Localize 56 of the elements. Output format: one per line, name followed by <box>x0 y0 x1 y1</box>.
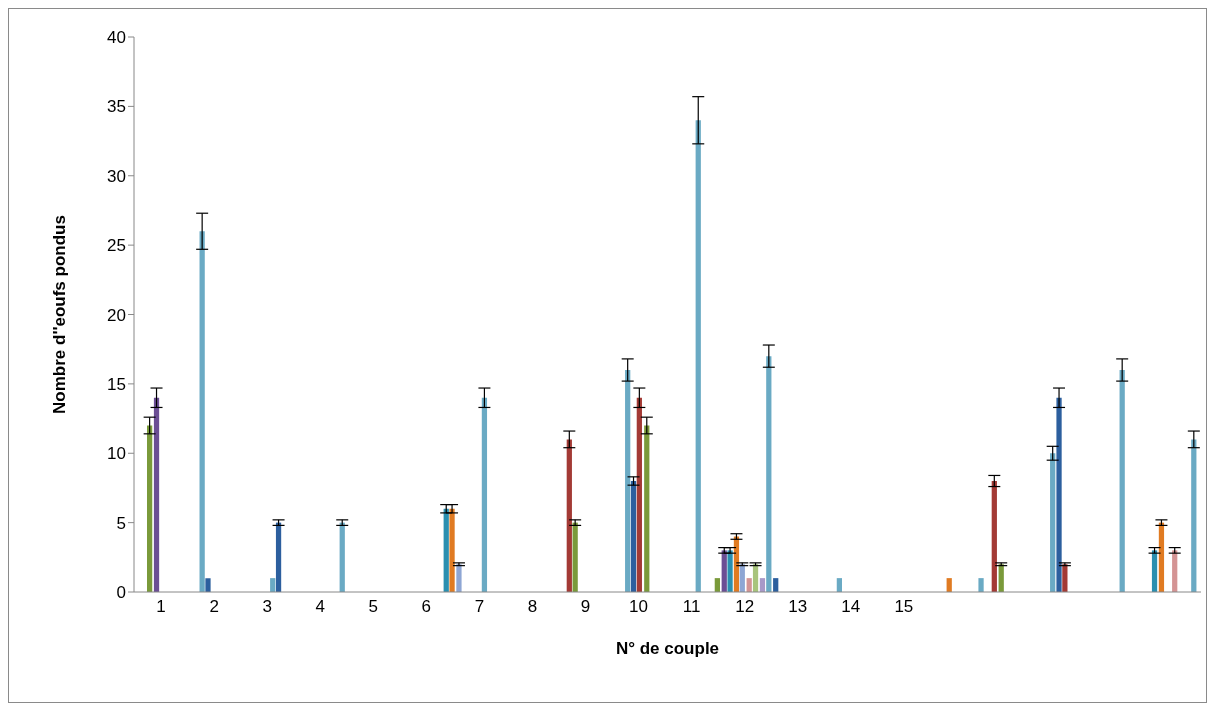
bar <box>456 564 462 592</box>
bar <box>1158 522 1165 592</box>
y-tick-label: 30 <box>107 166 126 186</box>
bar <box>147 425 153 592</box>
x-tick-label: 7 <box>474 597 485 617</box>
bar <box>766 356 772 592</box>
x-tick-label: 4 <box>315 597 325 617</box>
x-tick-label: 10 <box>629 597 649 617</box>
bar <box>1119 370 1125 592</box>
y-tick-label: 40 <box>107 28 126 48</box>
x-tick-label: 13 <box>788 597 808 617</box>
bar <box>625 370 631 592</box>
bar <box>205 578 211 592</box>
bar <box>339 522 345 592</box>
bar <box>721 550 727 592</box>
bar <box>1050 453 1056 592</box>
x-tick-label: 5 <box>368 597 379 617</box>
bar <box>1062 564 1068 592</box>
bar <box>1151 550 1158 592</box>
bar <box>1056 397 1062 592</box>
bar <box>153 397 160 592</box>
bar <box>275 522 282 592</box>
bar <box>199 231 205 592</box>
x-tick-label: 6 <box>421 597 432 617</box>
x-axis-title: N° de couple <box>615 639 720 658</box>
bar <box>644 425 650 592</box>
x-tick-label: 12 <box>735 597 755 617</box>
bar <box>449 508 455 592</box>
y-tick-label: 10 <box>107 444 126 464</box>
y-axis-title: Nombre d''eoufs pondus <box>50 215 70 414</box>
x-tick-label: 1 <box>156 597 166 617</box>
x-tick-label: 14 <box>841 597 861 617</box>
bar <box>443 508 449 592</box>
y-tick-label: 0 <box>116 583 126 603</box>
x-tick-label: 3 <box>262 597 272 617</box>
bar <box>727 550 733 592</box>
bar <box>630 481 637 592</box>
bar <box>1191 439 1197 592</box>
bar <box>636 397 642 592</box>
y-tick-label: 5 <box>116 513 126 533</box>
bar <box>978 578 984 592</box>
y-tick-label: 25 <box>107 236 126 256</box>
y-tick-label: 15 <box>107 374 126 394</box>
bar <box>572 522 578 592</box>
x-tick-label: 9 <box>580 597 591 617</box>
bar <box>1172 550 1178 592</box>
bar <box>566 439 572 592</box>
x-tick-label: 2 <box>209 597 219 617</box>
x-tick-label: 8 <box>527 597 538 617</box>
y-tick-label: 20 <box>107 305 126 325</box>
y-tick-label: 35 <box>107 97 126 117</box>
bar <box>695 120 701 592</box>
x-tick-label: 15 <box>894 597 914 617</box>
bar <box>481 397 488 592</box>
x-tick-label: 11 <box>682 597 701 617</box>
bar <box>991 481 997 592</box>
